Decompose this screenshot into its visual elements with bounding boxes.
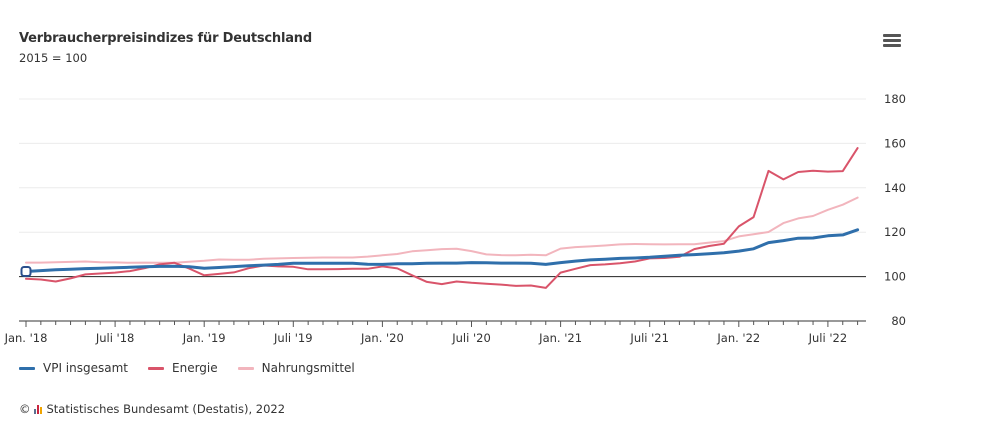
legend-swatch-vpi [19, 366, 35, 370]
series-lines [24, 147, 860, 289]
x-tick-label: Jan. '18 [4, 331, 48, 345]
legend-item-nahrungsmittel[interactable]: Nahrungsmittel [237, 361, 355, 375]
hamburger-menu-icon[interactable] [880, 32, 904, 50]
y-tick-label: 140 [884, 181, 906, 195]
x-tick-label: Jan. '20 [360, 331, 404, 345]
credits[interactable]: © Statistisches Bundesamt (Destatis), 20… [19, 402, 285, 416]
copyright-symbol: © [19, 402, 31, 416]
menu-bar [883, 34, 901, 37]
legend-label: Nahrungsmittel [261, 361, 355, 375]
x-tick-label: Juli '22 [808, 331, 848, 345]
series-line-energie [25, 147, 859, 289]
x-tick-label: Juli '20 [451, 331, 491, 345]
series-line-vpi-insgesamt [24, 228, 860, 273]
y-tick-label: 80 [891, 314, 906, 328]
legend-swatch-nahrungsmittel [237, 366, 254, 370]
y-axis-labels: 80 100 120 140 160 180 [884, 92, 906, 328]
legend: VPI insgesamt Energie Nahrungsmittel [19, 361, 355, 375]
menu-bar [883, 39, 901, 42]
chart-subtitle: 2015 = 100 [19, 51, 88, 65]
y-tick-label: 120 [884, 225, 906, 239]
destatis-logo-icon [33, 404, 42, 414]
x-tick-label: Juli '19 [273, 331, 313, 345]
x-tick-label: Jan. '22 [716, 331, 760, 345]
gridlines [19, 98, 866, 278]
y-tick-label: 160 [884, 136, 906, 150]
markers [20, 265, 32, 277]
legend-swatch-energie [148, 366, 164, 370]
series-start-marker [20, 265, 32, 277]
x-tick-label: Juli '18 [95, 331, 135, 345]
legend-item-energie[interactable]: Energie [148, 361, 218, 375]
credits-text: Statistisches Bundesamt (Destatis), 2022 [46, 402, 286, 416]
y-tick-label: 180 [884, 92, 906, 106]
menu-bar [883, 44, 901, 47]
x-axis: Jan. '18 Juli '18 Jan. '19 Juli '19 Jan. '20… [4, 320, 866, 345]
x-tick-label: Jan. '21 [538, 331, 582, 345]
legend-label: Energie [172, 361, 218, 375]
series-line-nahrungsmittel [25, 196, 859, 264]
chart-title: Verbraucherpreisindizes für Deutschland [19, 31, 312, 46]
legend-item-vpi[interactable]: VPI insgesamt [19, 361, 128, 375]
x-tick-label: Juli '21 [629, 331, 669, 345]
y-tick-label: 100 [884, 270, 906, 284]
x-tick-label: Jan. '19 [182, 331, 226, 345]
legend-label: VPI insgesamt [43, 361, 128, 375]
